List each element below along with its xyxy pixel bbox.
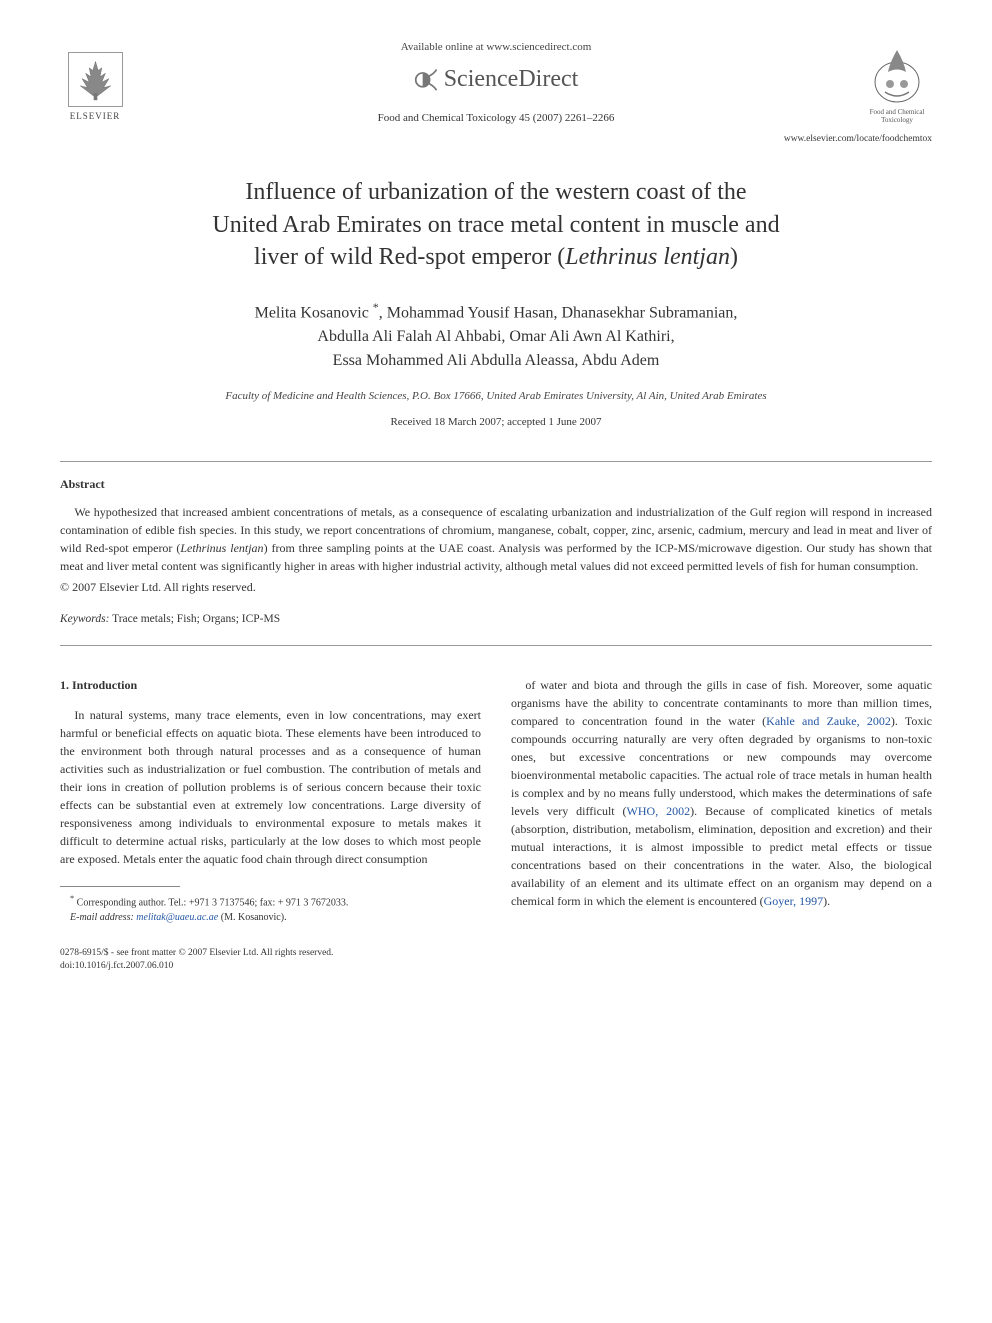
divider-bottom xyxy=(60,645,932,646)
footer-line1: 0278-6915/$ - see front matter © 2007 El… xyxy=(60,947,481,960)
keywords: Keywords: Trace metals; Fish; Organs; IC… xyxy=(60,611,932,628)
fct-logo-icon xyxy=(870,42,925,107)
title-species: Lethrinus lentjan xyxy=(565,244,730,270)
footnote-corr: Corresponding author. Tel.: +971 3 71375… xyxy=(77,898,349,909)
authors: Melita Kosanovic *, Mohammad Yousif Hasa… xyxy=(60,298,932,373)
author-line3: Essa Mohammed Ali Abdulla Aleassa, Abdu … xyxy=(333,352,660,369)
email-label: E-mail address: xyxy=(70,912,134,923)
intro-col1-text: In natural systems, many trace elements,… xyxy=(60,706,481,868)
main-columns: 1. Introduction In natural systems, many… xyxy=(60,676,932,973)
col2-mid2: ). Because of complicated kinetics of me… xyxy=(511,804,932,908)
citation-kahle[interactable]: Kahle and Zauke, 2002 xyxy=(766,714,891,728)
citation-who[interactable]: WHO, 2002 xyxy=(627,804,691,818)
abstract-body: We hypothesized that increased ambient c… xyxy=(60,503,932,575)
col2-mid: ). Toxic compounds occurring naturally a… xyxy=(511,714,932,818)
article-dates: Received 18 March 2007; accepted 1 June … xyxy=(60,415,932,431)
elsevier-label: ELSEVIER xyxy=(70,110,121,123)
center-header: Available online at www.sciencedirect.co… xyxy=(130,40,862,127)
author-line1-post: , Mohammad Yousif Hasan, Dhanasekhar Sub… xyxy=(379,304,738,321)
affiliation: Faculty of Medicine and Health Sciences,… xyxy=(60,389,932,405)
available-online-text: Available online at www.sciencedirect.co… xyxy=(130,40,862,56)
author-line1-pre: Melita Kosanovic xyxy=(255,304,373,321)
divider-top xyxy=(60,461,932,462)
email-footnote: E-mail address: melitak@uaeu.ac.ae (M. K… xyxy=(60,911,481,925)
column-right: of water and biota and through the gills… xyxy=(511,676,932,973)
elsevier-logo: ELSEVIER xyxy=(60,43,130,123)
abstract-heading: Abstract xyxy=(60,476,932,493)
email-after: (M. Kosanovic). xyxy=(218,912,286,923)
column-left: 1. Introduction In natural systems, many… xyxy=(60,676,481,973)
title-line3-pre: liver of wild Red-spot emperor ( xyxy=(254,244,565,270)
author-line2: Abdulla Ali Falah Al Ahbabi, Omar Ali Aw… xyxy=(317,328,674,345)
fct-label: Food and Chemical Toxicology xyxy=(862,109,932,124)
intro-heading: 1. Introduction xyxy=(60,676,481,694)
journal-url: www.elsevier.com/locate/foodchemtox xyxy=(60,133,932,147)
intro-col2-text: of water and biota and through the gills… xyxy=(511,676,932,910)
email-link[interactable]: melitak@uaeu.ac.ae xyxy=(136,912,218,923)
title-line1: Influence of urbanization of the western… xyxy=(245,179,746,205)
title-line3-post: ) xyxy=(730,244,738,270)
keywords-list: Trace metals; Fish; Organs; ICP-MS xyxy=(109,613,280,625)
footer-meta: 0278-6915/$ - see front matter © 2007 El… xyxy=(60,947,481,974)
journal-citation: Food and Chemical Toxicology 45 (2007) 2… xyxy=(130,111,862,127)
journal-logo: Food and Chemical Toxicology xyxy=(862,42,932,124)
sciencedirect-brand: ScienceDirect xyxy=(130,62,862,97)
corresponding-footnote: * Corresponding author. Tel.: +971 3 713… xyxy=(60,893,481,910)
footer-line2: doi:10.1016/j.fct.2007.06.010 xyxy=(60,960,481,973)
abstract-copyright: © 2007 Elsevier Ltd. All rights reserved… xyxy=(60,579,932,596)
abstract-species: Lethrinus lentjan xyxy=(180,541,263,555)
elsevier-tree-icon xyxy=(68,52,123,107)
footnote-separator xyxy=(60,886,180,887)
sciencedirect-text: ScienceDirect xyxy=(444,62,579,97)
article-title: Influence of urbanization of the western… xyxy=(100,176,892,273)
keywords-label: Keywords: xyxy=(60,613,109,625)
footnote-mark: * xyxy=(70,894,74,903)
header-row: ELSEVIER Available online at www.science… xyxy=(60,40,932,127)
sciencedirect-icon xyxy=(414,66,440,92)
col2-end: ). xyxy=(823,894,830,908)
citation-goyer[interactable]: Goyer, 1997 xyxy=(764,894,824,908)
title-line2: United Arab Emirates on trace metal cont… xyxy=(212,212,779,238)
